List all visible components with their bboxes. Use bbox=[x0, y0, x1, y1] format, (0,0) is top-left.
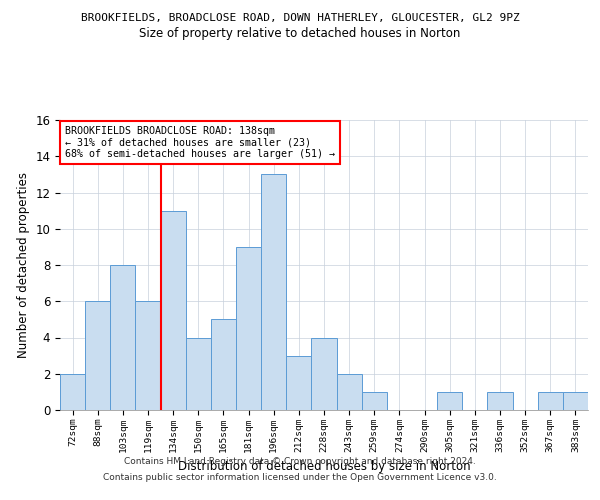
Bar bbox=[362, 392, 387, 410]
Bar bbox=[437, 392, 462, 410]
Bar bbox=[85, 301, 110, 410]
Bar bbox=[261, 174, 286, 410]
Bar bbox=[211, 320, 236, 410]
Bar bbox=[236, 247, 261, 410]
Bar bbox=[487, 392, 512, 410]
Text: Size of property relative to detached houses in Norton: Size of property relative to detached ho… bbox=[139, 28, 461, 40]
Y-axis label: Number of detached properties: Number of detached properties bbox=[17, 172, 30, 358]
Text: BROOKFIELDS BROADCLOSE ROAD: 138sqm
← 31% of detached houses are smaller (23)
68: BROOKFIELDS BROADCLOSE ROAD: 138sqm ← 31… bbox=[65, 126, 335, 159]
Bar bbox=[161, 210, 186, 410]
Bar bbox=[136, 301, 161, 410]
Bar bbox=[538, 392, 563, 410]
Bar bbox=[563, 392, 588, 410]
Bar bbox=[110, 265, 136, 410]
Bar bbox=[286, 356, 311, 410]
Text: Contains HM Land Registry data © Crown copyright and database right 2024.: Contains HM Land Registry data © Crown c… bbox=[124, 458, 476, 466]
Bar bbox=[186, 338, 211, 410]
Bar bbox=[60, 374, 85, 410]
Bar bbox=[337, 374, 362, 410]
X-axis label: Distribution of detached houses by size in Norton: Distribution of detached houses by size … bbox=[178, 460, 470, 473]
Text: Contains public sector information licensed under the Open Government Licence v3: Contains public sector information licen… bbox=[103, 472, 497, 482]
Bar bbox=[311, 338, 337, 410]
Text: BROOKFIELDS, BROADCLOSE ROAD, DOWN HATHERLEY, GLOUCESTER, GL2 9PZ: BROOKFIELDS, BROADCLOSE ROAD, DOWN HATHE… bbox=[80, 12, 520, 22]
